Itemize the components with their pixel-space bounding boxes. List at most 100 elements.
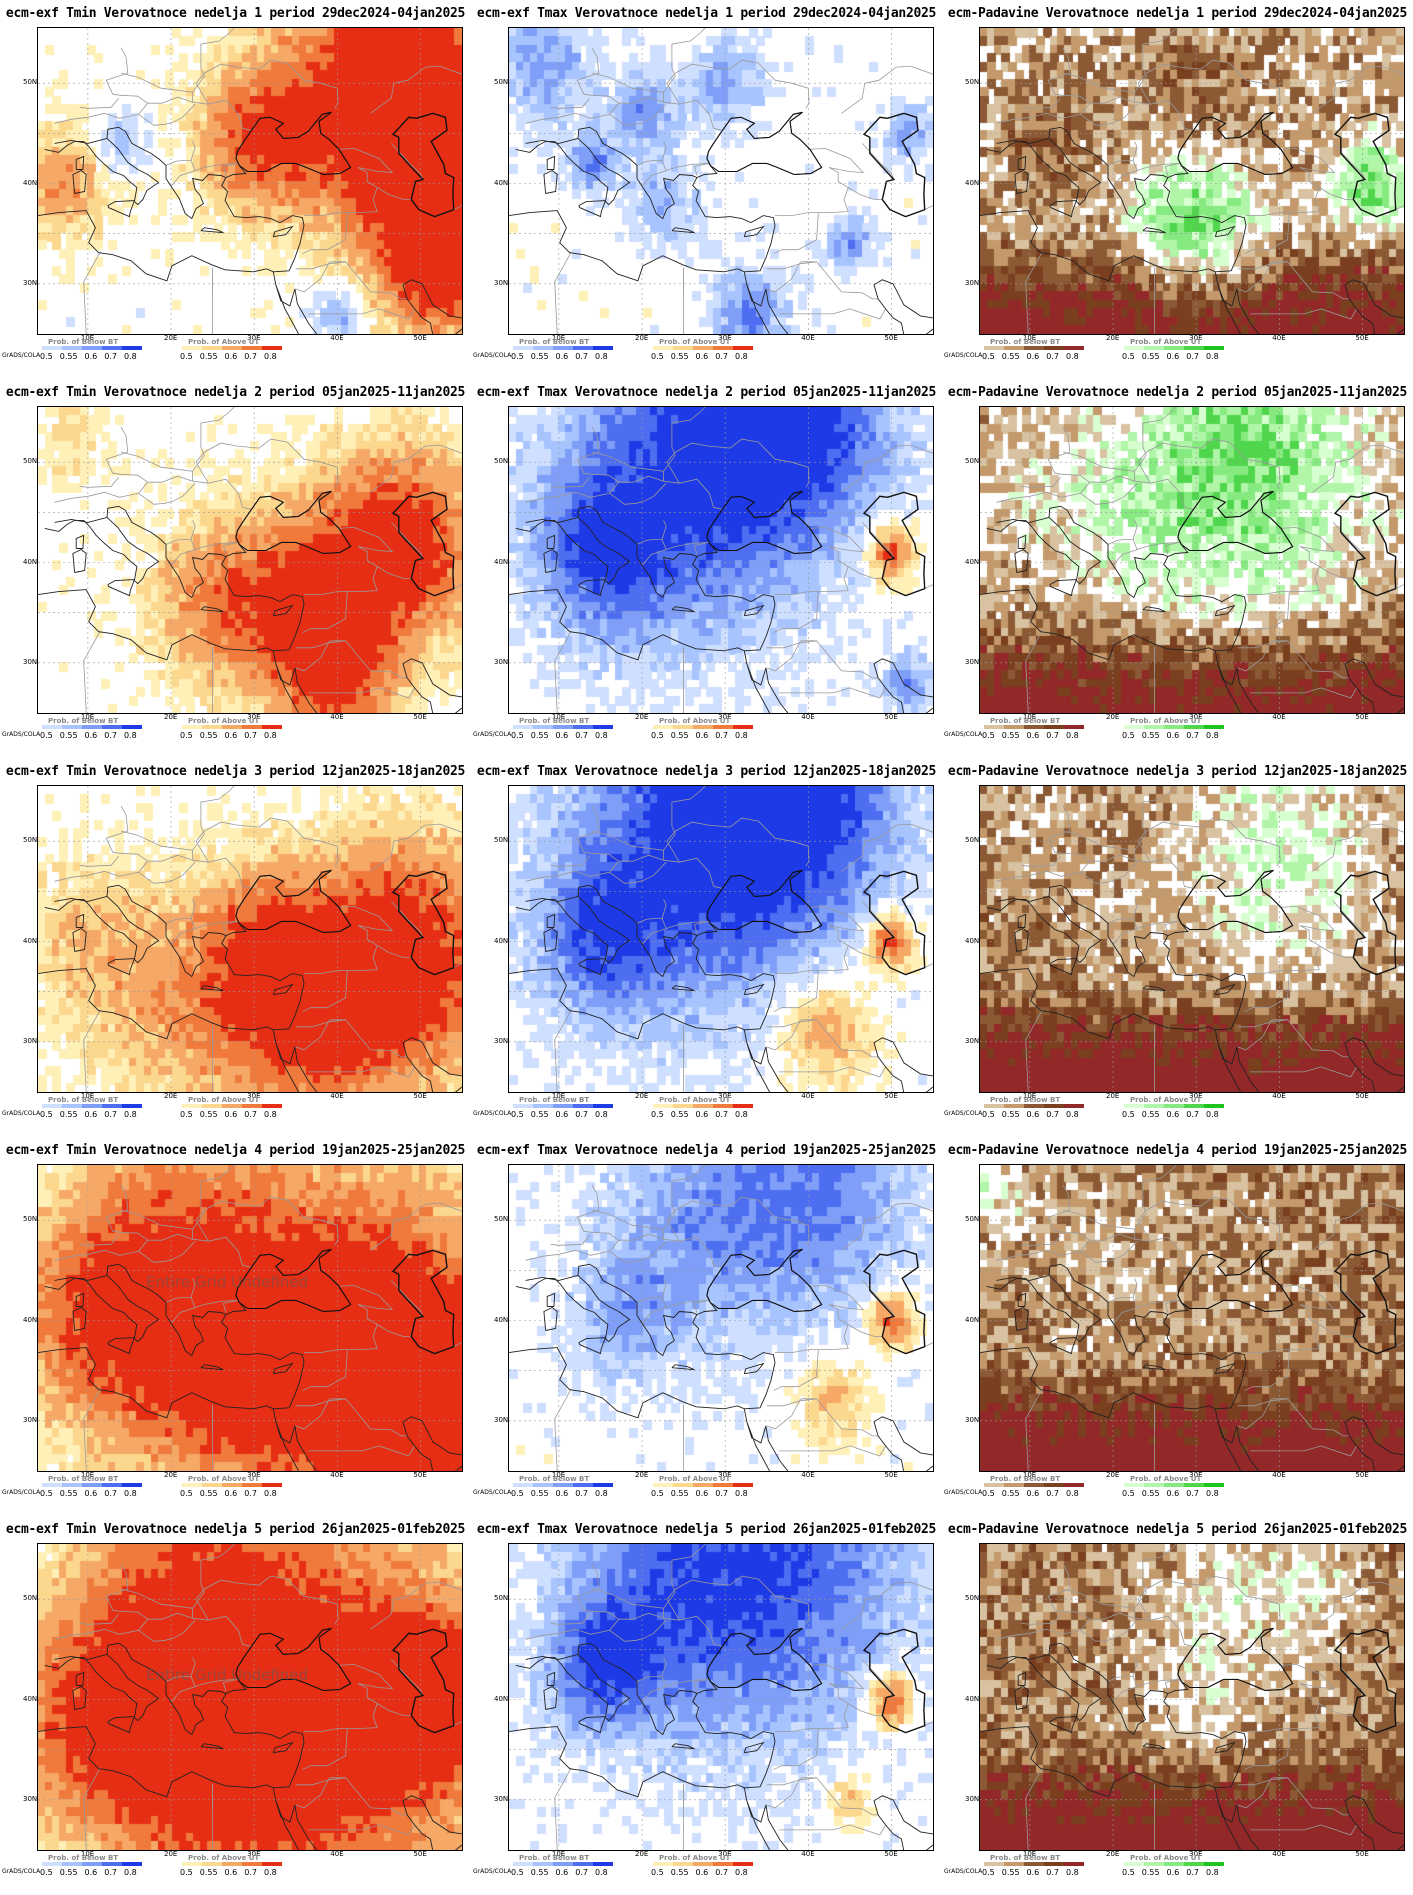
grads-credit-label: GrADS/COLA — [2, 352, 41, 359]
country-border — [609, 1619, 667, 1642]
panel-title: ecm-exf Tmin Verovatnoce nedelja 1 perio… — [5, 6, 466, 21]
coastline — [1214, 1362, 1236, 1375]
country-border — [554, 1767, 572, 1850]
country-border — [636, 160, 662, 166]
legend-above: Prob. of Above UT 0.5 0.55 0.6 0.7 0.8 — [647, 1854, 767, 1884]
legend-color-swatch — [1044, 1483, 1064, 1487]
country-border — [1137, 1575, 1281, 1625]
legend-below: Prob. of Below BT 0.5 0.55 0.6 0.7 0.8 — [978, 1096, 1098, 1126]
legend-value: 0.55 — [670, 1489, 689, 1498]
undefined-grid-overlay-text: Entire Grid Undefined — [146, 1666, 309, 1684]
legend-color-swatch — [242, 1483, 262, 1487]
country-border — [83, 251, 101, 334]
legend-value: 0.55 — [1141, 352, 1160, 361]
country-border — [1132, 899, 1180, 929]
legend-value: 0.6 — [1166, 731, 1180, 740]
country-border — [554, 1009, 572, 1092]
country-border — [1164, 1300, 1180, 1313]
legend-value-labels: 0.5 0.55 0.6 0.7 0.8 — [1122, 731, 1226, 740]
longitude-tick-label: 40E — [330, 334, 344, 342]
legend-color-swatch — [733, 1104, 753, 1108]
longitude-tick-label: 20E — [1106, 334, 1120, 342]
country-border — [295, 1398, 346, 1407]
black-sea-outline — [235, 1627, 352, 1692]
legend-title: Prob. of Above UT — [1130, 1475, 1202, 1483]
legend-value: 0.6 — [1026, 352, 1040, 361]
country-border — [1237, 640, 1288, 649]
coastline — [743, 271, 789, 334]
country-border — [304, 925, 378, 974]
latitude-tick-label: 40N — [23, 178, 38, 187]
country-border — [525, 854, 722, 889]
legend-color-swatch — [1004, 1104, 1024, 1108]
legend-value: 0.7 — [1186, 731, 1200, 740]
legend-color-swatch — [1044, 1104, 1064, 1108]
legend-title: Prob. of Below BT — [990, 1096, 1061, 1104]
coastline — [980, 1693, 1247, 1798]
legend-color-swatch — [984, 346, 1004, 350]
country-border — [693, 921, 709, 934]
legend-color-swatch — [1144, 346, 1164, 350]
coastline — [200, 985, 224, 992]
grads-credit-label: GrADS/COLA — [2, 1110, 41, 1117]
country-border — [338, 1663, 394, 1689]
legend-value: 0.55 — [530, 731, 549, 740]
legend-color-swatch — [1184, 1483, 1204, 1487]
longitude-tick-label: 50E — [884, 1471, 898, 1479]
legend-value-labels: 0.5 0.55 0.6 0.7 0.8 — [180, 1110, 284, 1119]
country-border — [1107, 160, 1133, 166]
legend-color-swatch — [984, 1483, 1004, 1487]
coastline — [72, 927, 87, 952]
country-border — [453, 1342, 462, 1347]
country-border — [1063, 1588, 1135, 1619]
country-border — [636, 1676, 662, 1682]
legend-value: 0.5 — [40, 731, 53, 740]
legend-color-swatch — [242, 1862, 262, 1866]
latitude-tick-label: 40N — [494, 936, 509, 945]
legend-below: Prob. of Below BT 0.5 0.55 0.6 0.7 0.8 — [36, 717, 156, 747]
legend-color-swatch — [653, 725, 673, 729]
coastline — [72, 169, 87, 194]
legend-color-swatch — [1164, 1104, 1184, 1108]
country-border — [165, 160, 191, 166]
country-border — [222, 1679, 238, 1692]
legend-title: Prob. of Above UT — [659, 717, 731, 725]
legend-value: 0.5 — [651, 352, 664, 361]
legend-color-swatch — [1204, 346, 1224, 350]
country-border — [79, 855, 119, 867]
probability-map — [508, 785, 934, 1093]
country-border — [1021, 855, 1061, 867]
country-border — [304, 167, 378, 216]
legend-value: 0.5 — [180, 731, 193, 740]
legend-color-swatch — [262, 1104, 282, 1108]
longitude-tick-label: 50E — [413, 713, 427, 721]
legend-color-swatch — [553, 1483, 573, 1487]
longitude-tick-label: 50E — [1355, 1850, 1369, 1858]
legend-color-swatch — [713, 1104, 733, 1108]
legend-title: Prob. of Above UT — [659, 338, 731, 346]
country-border — [1250, 1445, 1357, 1457]
coastline — [107, 1716, 136, 1734]
grads-credit-label: GrADS/COLA — [473, 352, 512, 359]
map-overlay — [980, 786, 1404, 1092]
country-border — [1080, 1240, 1138, 1263]
coastline — [72, 1685, 87, 1710]
longitude-tick-label: 40E — [801, 1850, 815, 1858]
country-border — [996, 475, 1193, 510]
coastline — [525, 869, 823, 978]
legend-color-swatch — [553, 346, 573, 350]
legend-value: 0.55 — [1141, 1110, 1160, 1119]
country-border — [1250, 308, 1357, 320]
country-border — [661, 1657, 709, 1687]
legend-value: 0.5 — [180, 352, 193, 361]
country-border — [195, 438, 339, 488]
probability-map — [37, 406, 463, 714]
legend-title: Prob. of Above UT — [659, 1475, 731, 1483]
legend-color-swatch — [42, 1483, 62, 1487]
coastline — [743, 225, 765, 238]
legend-color-swatch — [1204, 1104, 1224, 1108]
coastline — [38, 1314, 305, 1419]
legend-value: 0.5 — [982, 352, 995, 361]
legend-value-labels: 0.5 0.55 0.6 0.7 0.8 — [982, 1868, 1086, 1877]
coastline — [546, 155, 556, 170]
